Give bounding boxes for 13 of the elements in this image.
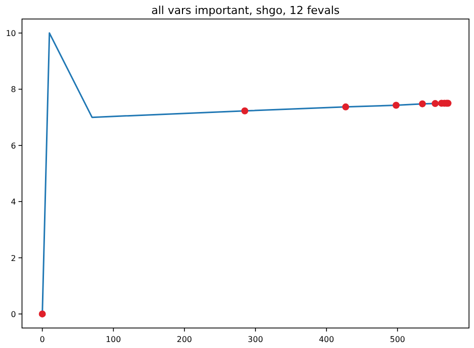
y-tick-label: 8 [10,85,16,94]
y-tick-label: 4 [10,198,16,207]
x-tick-label: 200 [176,335,192,344]
y-tick-label: 0 [10,310,16,319]
chart-title: all vars important, shgo, 12 fevals [151,4,340,17]
x-tick-label: 300 [248,335,264,344]
y-tick-label: 6 [10,141,16,150]
x-tick-label: 400 [318,335,334,344]
y-tick-label: 2 [10,254,16,263]
x-tick-label: 0 [40,335,45,344]
y-tick-label: 10 [6,29,16,38]
x-tick-label: 500 [390,335,406,344]
x-tick-label: 100 [106,335,121,344]
